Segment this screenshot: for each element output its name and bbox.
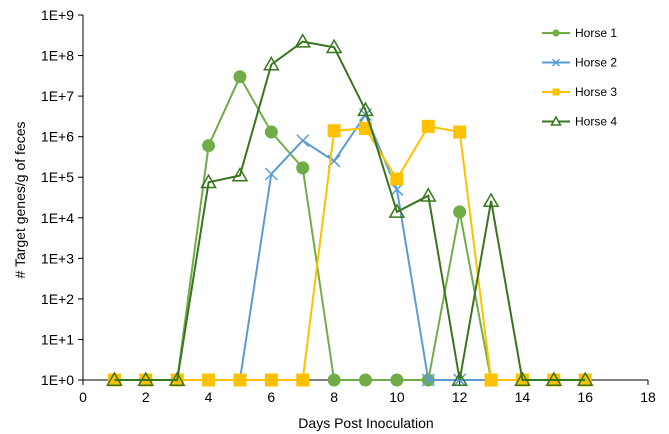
data-point bbox=[137, 371, 155, 386]
series-line bbox=[114, 40, 586, 381]
data-point bbox=[231, 167, 249, 182]
y-axis-tick-labels: 1E+0 1E+1 1E+2 1E+3 1E+4 1E+5 1E+6 1E+7 1E+8 1E+9 bbox=[41, 7, 74, 388]
data-point bbox=[451, 371, 468, 386]
data-point bbox=[296, 134, 310, 148]
y-axis-title: # Target genes/g of feces bbox=[12, 122, 28, 279]
data-point bbox=[419, 187, 437, 202]
y-tick-label: 1E+7 bbox=[41, 88, 74, 104]
data-point bbox=[390, 373, 404, 387]
y-tick-label: 1E+2 bbox=[41, 291, 74, 307]
legend-item: Horse 4 bbox=[542, 115, 617, 129]
data-point bbox=[106, 371, 123, 386]
data-point bbox=[484, 373, 498, 387]
data-point bbox=[482, 192, 500, 207]
legend: Horse 1 Horse 2 Horse 3 Horse 4 bbox=[542, 26, 617, 129]
y-tick-label: 1E+4 bbox=[41, 210, 74, 226]
x-tick-label: 2 bbox=[142, 389, 150, 405]
data-point bbox=[327, 124, 341, 138]
data-point bbox=[514, 371, 531, 386]
series-2 bbox=[107, 108, 592, 387]
y-tick-label: 1E+8 bbox=[41, 48, 74, 64]
x-tick-label: 14 bbox=[515, 389, 531, 405]
data-point bbox=[264, 125, 278, 139]
data-point bbox=[264, 373, 278, 387]
data-point bbox=[388, 203, 406, 218]
legend-label: Horse 3 bbox=[575, 85, 617, 99]
data-point bbox=[453, 205, 467, 219]
data-point bbox=[421, 373, 435, 387]
legend-item: Horse 1 bbox=[542, 26, 617, 40]
data-point bbox=[296, 161, 310, 175]
x-axis-title: Days Post Inoculation bbox=[298, 415, 433, 431]
series-4 bbox=[106, 33, 594, 386]
data-point bbox=[545, 371, 563, 386]
x-tick-label: 18 bbox=[640, 389, 656, 405]
data-point bbox=[202, 139, 216, 153]
data-point bbox=[359, 373, 372, 387]
x-tick-label: 8 bbox=[330, 389, 338, 405]
series-line bbox=[114, 125, 586, 381]
y-tick-label: 1E+0 bbox=[41, 372, 74, 388]
legend-marker bbox=[550, 115, 562, 126]
x-tick-label: 0 bbox=[79, 389, 87, 405]
legend-marker bbox=[552, 29, 560, 37]
x-tick-label: 4 bbox=[205, 389, 213, 405]
legend-marker bbox=[552, 88, 560, 96]
legend-label: Horse 2 bbox=[575, 56, 617, 70]
legend-item: Horse 3 bbox=[542, 85, 617, 99]
series-layer bbox=[106, 33, 594, 387]
y-tick-label: 1E+3 bbox=[41, 250, 74, 266]
data-point bbox=[233, 70, 247, 84]
data-point bbox=[263, 56, 280, 71]
y-tick-label: 1E+6 bbox=[41, 129, 74, 145]
data-point bbox=[421, 119, 435, 133]
legend-label: Horse 1 bbox=[575, 26, 617, 40]
legend-marker bbox=[551, 58, 561, 67]
data-point bbox=[233, 373, 247, 387]
y-tick-label: 1E+1 bbox=[41, 331, 74, 347]
axes bbox=[78, 14, 649, 385]
data-point bbox=[325, 38, 343, 54]
data-point bbox=[453, 125, 467, 139]
data-point bbox=[202, 373, 216, 387]
series-1 bbox=[107, 70, 592, 387]
legend-label: Horse 4 bbox=[575, 115, 617, 129]
x-tick-label: 12 bbox=[452, 389, 468, 405]
x-tick-label: 6 bbox=[267, 389, 275, 405]
data-point bbox=[200, 173, 217, 189]
data-point bbox=[264, 167, 278, 181]
x-tick-label: 16 bbox=[577, 389, 593, 405]
y-tick-label: 1E+9 bbox=[41, 7, 74, 23]
data-point bbox=[296, 373, 310, 387]
data-point bbox=[390, 172, 404, 186]
data-point bbox=[327, 373, 341, 387]
data-point bbox=[357, 101, 374, 117]
data-point bbox=[294, 33, 312, 48]
y-tick-label: 1E+5 bbox=[41, 169, 74, 185]
data-point bbox=[576, 371, 594, 386]
data-point bbox=[168, 371, 186, 386]
x-tick-label: 10 bbox=[389, 389, 405, 405]
x-axis-tick-labels: 0 2 4 6 8 10 12 14 16 18 bbox=[79, 389, 656, 405]
legend-item: Horse 2 bbox=[542, 56, 617, 70]
